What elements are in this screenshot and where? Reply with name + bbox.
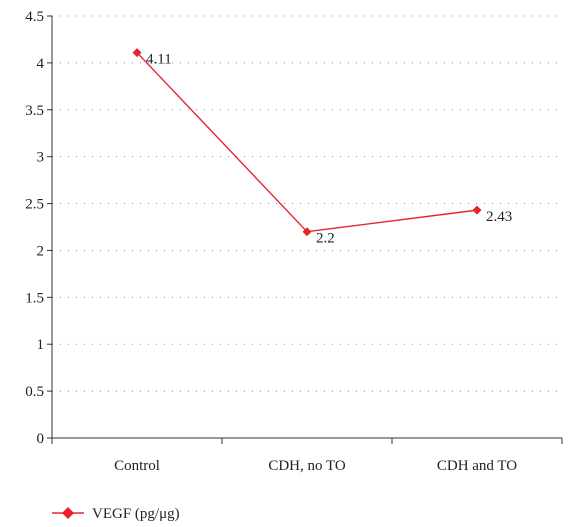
y-tick-label: 1 <box>37 337 45 353</box>
x-tick-label: CDH, no TO <box>268 458 346 474</box>
x-tick-label: Control <box>114 458 160 474</box>
y-axis-ticks: 0 0.5 1 1.5 2 2.5 3 3.5 4 4.5 <box>25 9 52 447</box>
gridlines <box>52 15 562 392</box>
y-tick-label: 4.5 <box>25 9 44 25</box>
legend-label: VEGF (pg/μg) <box>92 506 180 522</box>
y-tick-label: 2 <box>37 243 45 259</box>
axes <box>51 16 562 439</box>
y-tick-label: 2.5 <box>25 197 44 213</box>
series-line <box>136 52 478 233</box>
y-tick-label: 3 <box>37 150 45 166</box>
y-tick-label: 4 <box>37 56 45 72</box>
series-layer: 4.11 2.2 2.43 <box>132 48 512 247</box>
x-axis-ticks: Control CDH, no TO CDH and TO <box>51 438 563 474</box>
data-label: 2.43 <box>486 209 512 225</box>
y-tick-label: 3.5 <box>25 103 44 119</box>
legend-marker <box>62 507 74 519</box>
y-tick-label: 0.5 <box>25 384 44 400</box>
y-tick-label: 0 <box>37 431 45 447</box>
data-point-marker <box>132 48 142 58</box>
legend: VEGF (pg/μg) <box>52 506 180 522</box>
x-tick-label: CDH and TO <box>437 458 517 474</box>
data-point-marker <box>472 205 482 215</box>
y-tick-label: 1.5 <box>25 290 44 306</box>
data-label: 2.2 <box>316 231 335 247</box>
data-point-marker <box>302 227 312 237</box>
data-label: 4.11 <box>146 52 172 68</box>
